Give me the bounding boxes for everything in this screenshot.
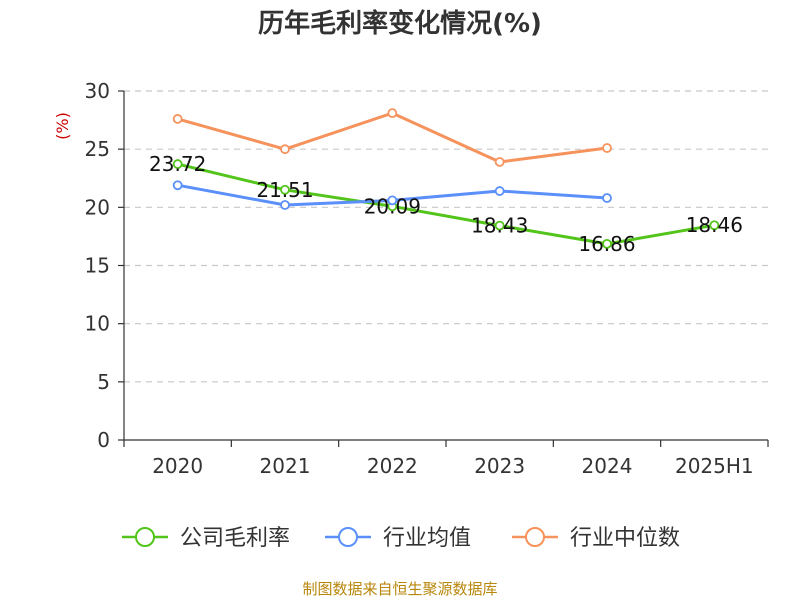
- y-axis-unit: (%): [53, 112, 72, 140]
- legend-label: 行业中位数: [570, 526, 680, 551]
- y-tick-label: 30: [85, 79, 110, 103]
- data-point: [709, 220, 720, 231]
- data-point: [280, 200, 290, 210]
- data-label: 21.51: [256, 178, 313, 202]
- source-note: 制图数据来自恒生聚源数据库: [302, 580, 497, 598]
- data-point: [387, 108, 398, 119]
- legend-item[interactable]: 行业中位数: [512, 526, 680, 551]
- y-tick-label: 10: [85, 312, 110, 336]
- chart-title: 历年毛利率变化情况(%): [258, 8, 542, 39]
- legend-label: 行业均值: [383, 526, 471, 551]
- y-tick-label: 20: [85, 195, 110, 219]
- data-point: [172, 180, 183, 191]
- data-label: 23.72: [149, 152, 206, 176]
- legend-label: 公司毛利率: [180, 526, 290, 551]
- data-point: [280, 184, 290, 195]
- legend-item[interactable]: 行业均值: [325, 526, 471, 551]
- x-tick-label: 2022: [367, 454, 418, 478]
- series-line: [177, 111, 608, 164]
- tick-labels: 0 5 10 15 20 25 30 2020 2021 2022 2023 2024 2025H1: [85, 79, 754, 478]
- legend-marker-icon: [525, 527, 545, 547]
- legend-marker-icon: [135, 527, 155, 547]
- series-line: [177, 162, 715, 246]
- data-point: [602, 143, 612, 153]
- data-point: [172, 159, 183, 169]
- legend-item[interactable]: 公司毛利率: [122, 526, 290, 551]
- x-tick-label: 2021: [260, 454, 311, 478]
- series-layer: [172, 108, 720, 249]
- y-tick-label: 0: [97, 428, 110, 452]
- y-tick-label: 15: [85, 254, 110, 278]
- x-tick-label: 2023: [474, 454, 525, 478]
- data-labels: 23.72 21.51 20.09 18.43 16.86 18.46: [149, 152, 743, 256]
- y-tick-label: 5: [97, 370, 110, 394]
- y-tick-label: 25: [85, 137, 110, 161]
- axes: [118, 90, 769, 447]
- data-point: [280, 144, 290, 155]
- data-label: 18.46: [686, 213, 743, 237]
- data-label: 18.43: [471, 214, 528, 238]
- x-tick-label: 2020: [152, 454, 203, 478]
- data-point: [494, 186, 505, 196]
- x-tick-label: 2025H1: [675, 454, 754, 478]
- data-point: [172, 114, 183, 124]
- x-tick-label: 2024: [582, 454, 633, 478]
- data-point: [602, 193, 612, 203]
- legend[interactable]: 公司毛利率 行业均值 行业中位数: [122, 526, 680, 551]
- legend-marker-icon: [338, 527, 358, 547]
- data-label: 16.86: [578, 232, 635, 256]
- data-label: 20.09: [364, 194, 421, 218]
- data-point: [494, 220, 505, 231]
- data-point: [494, 157, 505, 167]
- grid-lines: [124, 90, 768, 383]
- data-point: [602, 238, 612, 249]
- data-point: [387, 195, 398, 206]
